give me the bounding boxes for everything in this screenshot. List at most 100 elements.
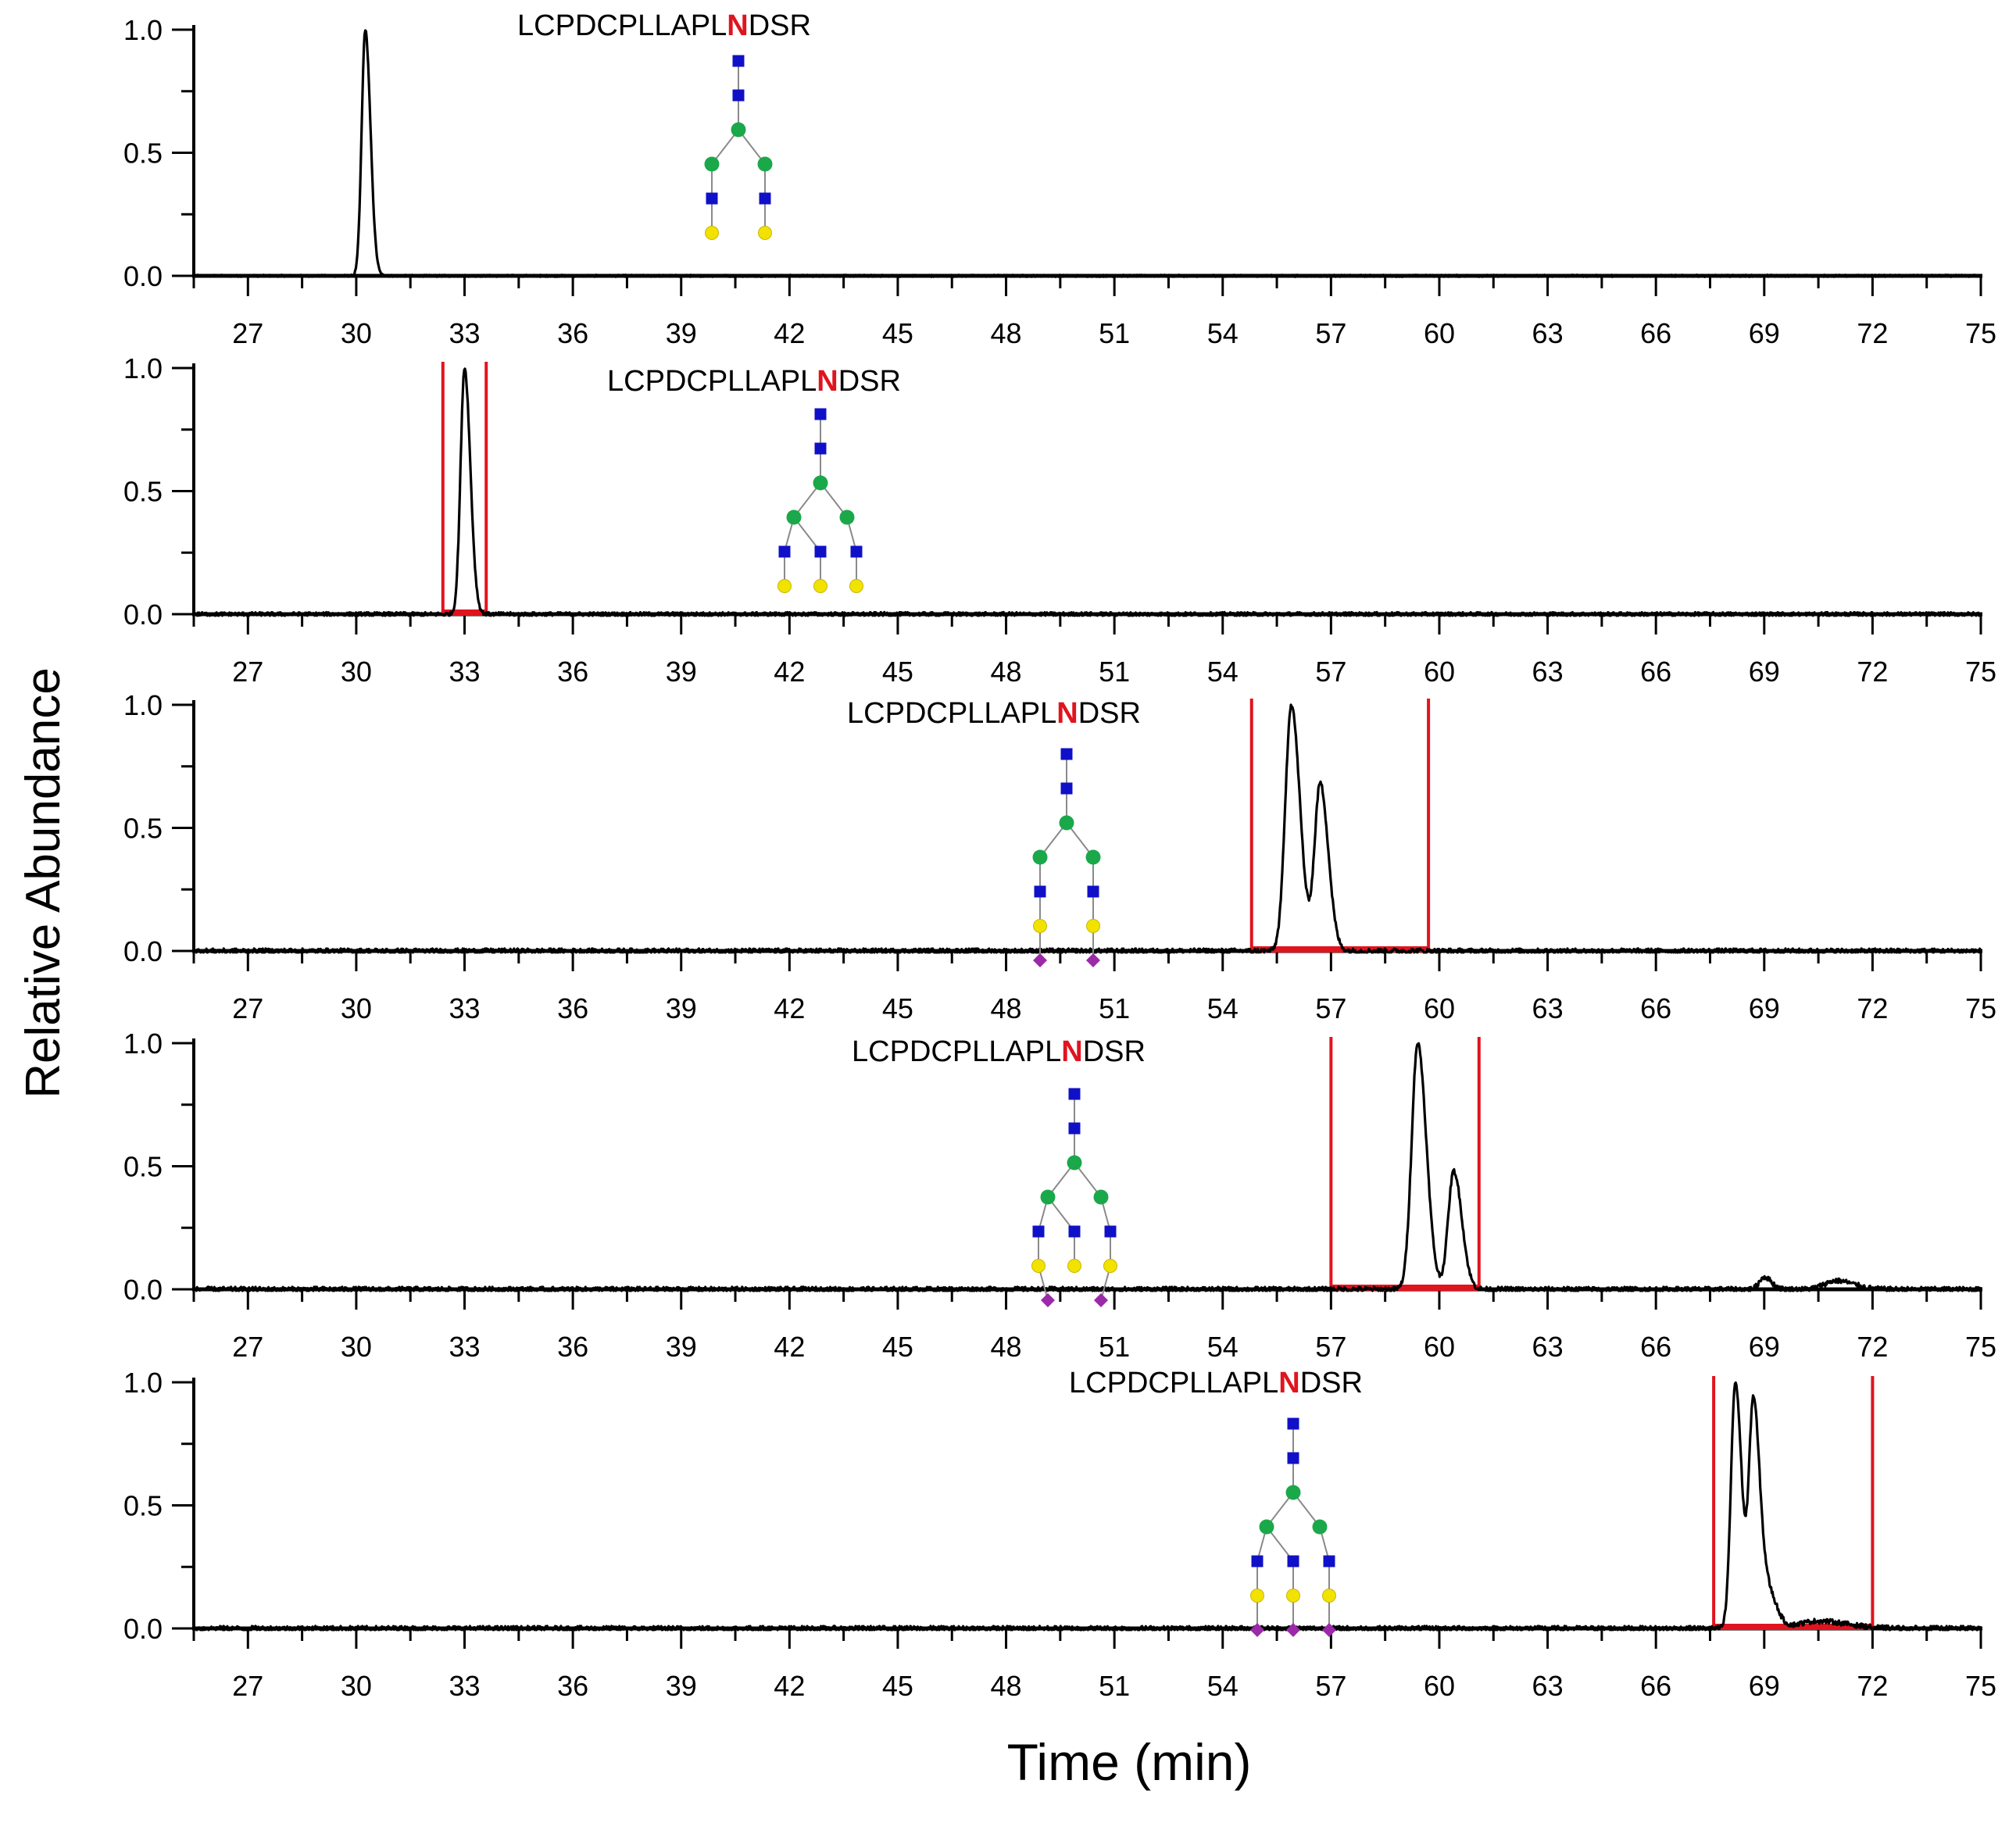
panel-1: 0.0 0.5 1.0 27 30 33 36 39 42 45 48 51 54 57 60 63 66 69 7…: [123, 9, 1996, 349]
x-tick-label: 69: [1749, 1670, 1780, 1702]
x-tick-label: 33: [449, 656, 480, 688]
x-tick-label: 63: [1532, 317, 1564, 349]
x-tick-label: 66: [1640, 656, 1671, 688]
y-tick-label: 1.0: [123, 1367, 163, 1399]
glycosylation-site: N: [1061, 1035, 1082, 1068]
panel-2: 0.0 0.5 1.0 27 30 33 36 39 42 45 48 51 54 57 60 63 66 69 7…: [123, 352, 1996, 688]
x-tick-label: 57: [1315, 992, 1346, 1024]
glcnac-square: [1287, 1452, 1299, 1464]
peptide-prefix: LCPDCPLLAPL: [517, 9, 727, 42]
x-tick-label: 48: [991, 1670, 1022, 1702]
glycosylation-site: N: [1278, 1367, 1299, 1399]
galactose-circle: [1103, 1259, 1117, 1273]
x-tick-label: 27: [232, 317, 263, 349]
x-tick-label: 57: [1315, 1670, 1346, 1702]
y-tick-label: 0.5: [123, 138, 163, 170]
x-tick-label: 42: [774, 656, 805, 688]
x-tick-label: 69: [1749, 992, 1780, 1024]
glcnac-square: [1034, 885, 1046, 898]
glycosylation-site: N: [1056, 697, 1078, 730]
glcnac-square: [706, 192, 718, 205]
x-tick-label: 42: [774, 992, 805, 1024]
x-tick-label: 27: [232, 1670, 263, 1702]
x-tick-label: 30: [341, 656, 372, 688]
panel-3: 0.0 0.5 1.0 27 30 33 36 39 42 45 48 51 54 57 60 63 66 69 7…: [123, 689, 1996, 1024]
glycan-structure-icon: [1032, 748, 1101, 967]
mannose-circle: [704, 156, 720, 172]
glcnac-square: [1068, 1225, 1081, 1238]
mannose-circle: [1285, 1485, 1301, 1500]
peptide-prefix: LCPDCPLLAPL: [847, 697, 1056, 730]
x-tick-label: 69: [1749, 1331, 1780, 1363]
y-tick-label: 0.0: [123, 935, 163, 967]
mannose-circle: [1059, 815, 1074, 831]
peptide-prefix: LCPDCPLLAPL: [852, 1035, 1061, 1068]
glcnac-square: [1087, 885, 1099, 898]
x-tick-label: 54: [1207, 317, 1239, 349]
glcnac-square: [1060, 748, 1073, 760]
glcnac-square: [1068, 1122, 1081, 1135]
glcnac-square: [850, 545, 863, 558]
x-tick-label: 48: [991, 317, 1022, 349]
glycan-structure-icon: [1031, 1088, 1117, 1307]
galactose-circle: [758, 226, 772, 240]
peptide-label: LCPDCPLLAPLNDSR: [852, 1035, 1146, 1068]
x-tick-label: 36: [557, 992, 588, 1024]
mannose-circle: [1259, 1519, 1274, 1535]
galactose-circle: [1286, 1589, 1300, 1603]
y-tick-label: 0.0: [123, 599, 163, 631]
x-tick-label: 75: [1965, 656, 1996, 688]
x-tick-label: 63: [1532, 656, 1564, 688]
x-tick-label: 36: [557, 1670, 588, 1702]
glycan-structure-icon: [777, 408, 863, 593]
x-tick-label: 42: [774, 1670, 805, 1702]
galactose-circle: [849, 579, 863, 593]
chromatogram-trace: [195, 367, 1982, 617]
x-tick-label: 75: [1965, 1670, 1996, 1702]
glycosylation-site: N: [817, 365, 838, 398]
y-tick-label: 0.0: [123, 1274, 163, 1306]
glcnac-square: [759, 192, 771, 205]
x-tick-label: 36: [557, 1331, 588, 1363]
glycosylation-site: N: [727, 9, 748, 42]
x-tick-label: 33: [449, 317, 480, 349]
y-tick-label: 1.0: [123, 689, 163, 721]
galactose-circle: [1067, 1259, 1081, 1273]
x-tick-label: 33: [449, 1331, 480, 1363]
x-tick-label: 45: [882, 1331, 913, 1363]
x-tick-label: 54: [1207, 992, 1239, 1024]
peptide-label: LCPDCPLLAPLNDSR: [607, 365, 901, 398]
x-tick-label: 60: [1424, 1670, 1455, 1702]
x-tick-label: 36: [557, 656, 588, 688]
x-tick-label: 30: [341, 317, 372, 349]
mannose-circle: [1032, 849, 1048, 865]
glycan-structure-icon: [704, 55, 773, 240]
x-tick-label: 48: [991, 656, 1022, 688]
x-tick-label: 60: [1424, 1331, 1455, 1363]
glcnac-square: [814, 545, 827, 558]
x-tick-label: 39: [666, 1670, 697, 1702]
peptide-suffix: DSR: [838, 365, 901, 398]
x-tick-label: 51: [1099, 317, 1130, 349]
sialic-acid-diamond: [1086, 953, 1100, 967]
y-tick-label: 1.0: [123, 14, 163, 46]
x-tick-label: 66: [1640, 1670, 1671, 1702]
glcnac-square: [1323, 1555, 1335, 1567]
x-tick-label: 60: [1424, 317, 1455, 349]
peptide-prefix: LCPDCPLLAPL: [607, 365, 817, 398]
x-tick-label: 72: [1857, 317, 1888, 349]
sialic-acid-diamond: [1033, 953, 1047, 967]
panel-4: 0.0 0.5 1.0 27 30 33 36 39 42 45 48 51 54 57 60 63 66 69 7…: [123, 1028, 1996, 1363]
sialic-acid-diamond: [1250, 1623, 1264, 1637]
x-tick-label: 60: [1424, 656, 1455, 688]
sialic-acid-diamond: [1286, 1623, 1300, 1637]
x-tick-label: 51: [1099, 656, 1130, 688]
glcnac-square: [778, 545, 791, 558]
mannose-circle: [786, 509, 802, 525]
x-tick-label: 54: [1207, 1670, 1239, 1702]
glcnac-square: [732, 55, 745, 67]
x-tick-label: 75: [1965, 317, 1996, 349]
glcnac-square: [1287, 1417, 1299, 1430]
glcnac-square: [814, 442, 827, 455]
